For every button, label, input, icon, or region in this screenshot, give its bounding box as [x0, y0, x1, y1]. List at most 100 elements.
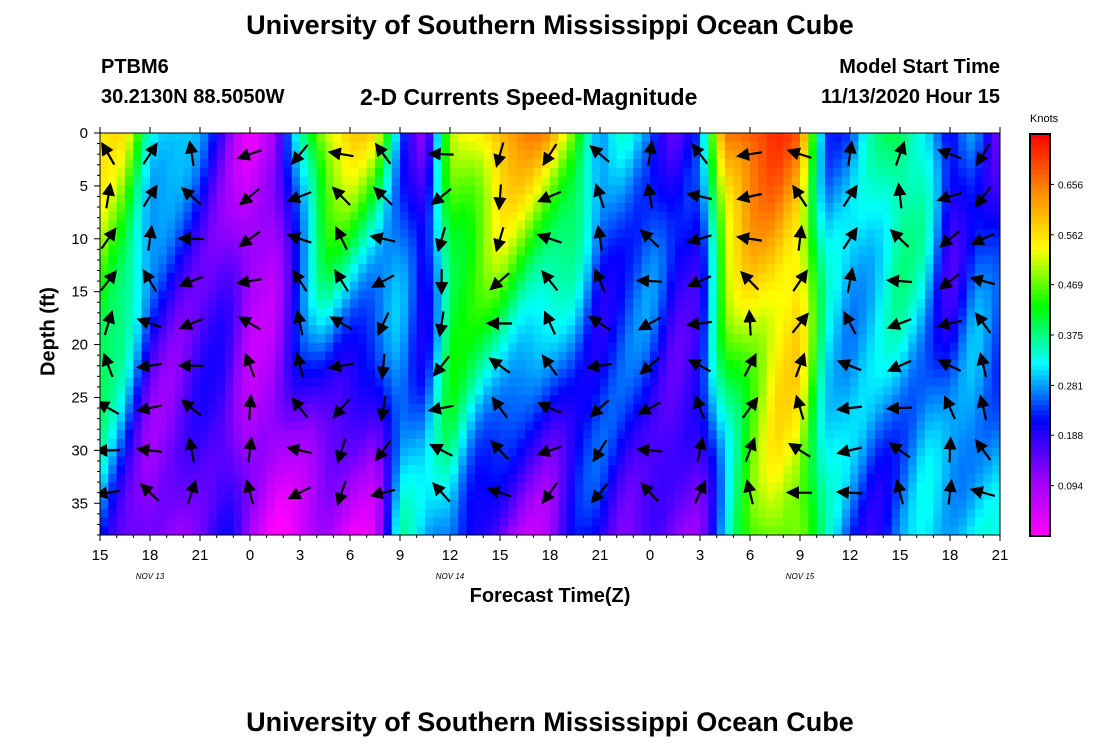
heatmap-cell: [158, 307, 168, 318]
heatmap-cell: [458, 255, 468, 265]
heatmap-cell: [766, 491, 776, 501]
heatmap-cell: [108, 377, 118, 388]
heatmap-cell: [108, 299, 118, 309]
heatmap-cell: [141, 246, 151, 256]
heatmap-cell: [458, 299, 468, 309]
heatmap-cell: [391, 325, 401, 335]
heatmap-cell: [691, 438, 701, 449]
heatmap-cell: [841, 351, 851, 361]
heatmap-cell: [108, 220, 118, 230]
heatmap-cell: [650, 508, 659, 519]
heatmap-cell: [316, 368, 326, 379]
heatmap-cell: [658, 334, 668, 344]
heatmap-cell: [841, 438, 851, 449]
heatmap-cell: [241, 299, 251, 309]
heatmap-cell: [933, 368, 943, 379]
heatmap-cell: [458, 421, 468, 431]
heatmap-cell: [100, 508, 109, 519]
heatmap-cell: [116, 237, 126, 248]
heatmap-cell: [291, 211, 301, 221]
heatmap-cell: [758, 447, 768, 457]
heatmap-cell: [508, 159, 518, 169]
heatmap-cell: [725, 395, 734, 405]
heatmap-cell: [616, 167, 626, 178]
heatmap-cell: [100, 167, 109, 178]
heatmap-cell: [758, 473, 768, 484]
heatmap-cell: [741, 473, 751, 484]
heatmap-cell: [833, 237, 843, 248]
heatmap-cell: [391, 255, 401, 265]
heatmap-cell: [225, 526, 234, 535]
heatmap-cell: [383, 465, 393, 475]
heatmap-cell: [500, 325, 509, 335]
heatmap-cell: [141, 508, 151, 519]
heatmap-cell: [550, 342, 559, 353]
heatmap-cell: [341, 342, 351, 353]
heatmap-cell: [275, 508, 284, 519]
heatmap-cell: [933, 447, 943, 457]
heatmap-cell: [366, 403, 376, 414]
heatmap-cell: [575, 334, 584, 344]
heatmap-cell: [791, 299, 801, 309]
heatmap-cell: [383, 395, 393, 405]
heatmap-cell: [266, 325, 276, 335]
heatmap-cell: [350, 386, 359, 396]
heatmap-cell: [758, 395, 768, 405]
heatmap-cell: [600, 220, 609, 230]
heatmap-cell: [300, 325, 309, 335]
heatmap-cell: [891, 351, 901, 361]
heatmap-cell: [366, 176, 376, 187]
heatmap-cell: [850, 351, 859, 361]
heatmap-cell: [483, 176, 493, 187]
heatmap-cell: [833, 342, 843, 353]
heatmap-cell: [325, 421, 334, 431]
heatmap-cell: [400, 211, 409, 221]
heatmap-cell: [500, 395, 509, 405]
heatmap-cell: [450, 377, 459, 388]
heatmap-cell: [266, 508, 276, 519]
heatmap-cell: [616, 316, 626, 326]
heatmap-cell: [283, 246, 293, 256]
heatmap-cell: [958, 299, 968, 309]
heatmap-cell: [200, 133, 209, 143]
heatmap-cell: [700, 159, 709, 169]
heatmap-cell: [816, 430, 826, 440]
heatmap-cell: [275, 403, 284, 414]
heatmap-cell: [483, 465, 493, 475]
heatmap-cell: [308, 351, 318, 361]
heatmap-cell: [191, 246, 201, 256]
heatmap-cell: [650, 299, 659, 309]
heatmap-cell: [600, 299, 609, 309]
heatmap-cell: [458, 412, 468, 422]
heatmap-cell: [950, 377, 959, 388]
heatmap-cell: [275, 447, 284, 457]
heatmap-cell: [716, 360, 726, 370]
heatmap-cell: [458, 395, 468, 405]
heatmap-cell: [866, 167, 876, 178]
heatmap-cell: [100, 255, 109, 265]
heatmap-cell: [116, 246, 126, 256]
heatmap-cell: [516, 403, 526, 414]
heatmap-cell: [850, 482, 859, 492]
heatmap-cell: [100, 264, 109, 274]
heatmap-cell: [575, 403, 584, 414]
heatmap-cell: [650, 517, 659, 527]
heatmap-cell: [300, 342, 309, 353]
heatmap-cell: [366, 500, 376, 510]
heatmap-cell: [958, 194, 968, 204]
heatmap-cell: [208, 482, 218, 492]
heatmap-cell: [275, 185, 284, 195]
heatmap-cell: [216, 342, 226, 353]
heatmap-cell: [675, 342, 684, 353]
heatmap-cell: [866, 150, 876, 160]
heatmap-cell: [458, 360, 468, 370]
heatmap-cell: [566, 342, 576, 353]
heatmap-cell: [250, 246, 259, 256]
heatmap-cell: [516, 412, 526, 422]
heatmap-cell: [825, 307, 834, 318]
heatmap-cell: [633, 368, 643, 379]
heatmap-cell: [416, 229, 426, 239]
heatmap-cell: [291, 465, 301, 475]
heatmap-cell: [725, 456, 734, 466]
